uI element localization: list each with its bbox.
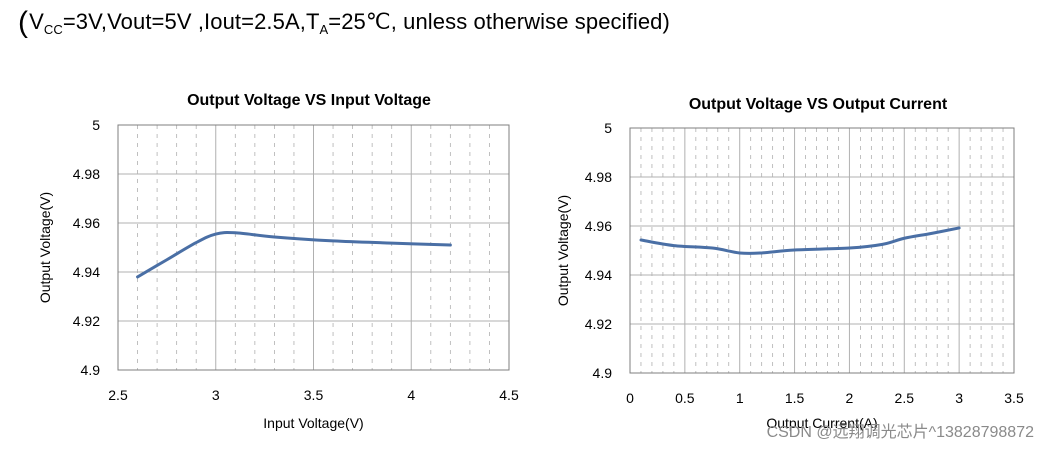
x-tick-label: 1 <box>736 390 744 406</box>
header-conditions-part1: =3V,Vout=5V ,Iout=2.5A,T <box>62 9 320 34</box>
header-v: V <box>29 9 44 34</box>
plot-area-border <box>117 124 510 371</box>
x-tick-label: 2 <box>846 390 854 406</box>
y-tick-label: 4.9 <box>81 362 101 378</box>
x-tick-label: 3.5 <box>1004 390 1024 406</box>
header-ta-subscript: A <box>319 22 329 37</box>
y-axis-label: Output Voltage(V) <box>555 195 571 306</box>
series-line-vout <box>136 231 452 279</box>
x-tick-label: 3.5 <box>304 387 324 403</box>
x-axis-label: Output Current(A) <box>766 415 877 431</box>
y-tick-label: 4.94 <box>73 264 100 280</box>
x-tick-label: 4.5 <box>499 387 519 403</box>
y-tick-label: 4.96 <box>585 218 612 234</box>
x-tick-label: 0.5 <box>675 390 695 406</box>
chart-title: Output Voltage VS Input Voltage <box>187 92 431 109</box>
chart-vout-vs-iout: Output Voltage VS Output Current 4.9 4.92 4… <box>555 96 1024 431</box>
x-tick-label: 3 <box>955 390 963 406</box>
x-tick-label: 1.5 <box>785 390 805 406</box>
x-axis-label: Input Voltage(V) <box>263 415 363 431</box>
test-conditions-header: (VCC=3V,Vout=5V ,Iout=2.5A,TA=25℃, unles… <box>18 6 670 40</box>
y-tick-label: 4.96 <box>73 215 100 231</box>
y-tick-label: 4.98 <box>585 169 612 185</box>
y-axis-label: Output Voltage(V) <box>37 192 53 303</box>
x-tick-label: 2.5 <box>895 390 915 406</box>
csdn-watermark: CSDN @远翔调光芯片^13828798872 <box>766 424 1034 441</box>
x-tick-label: 4 <box>407 387 415 403</box>
y-tick-label: 5 <box>604 120 612 136</box>
x-tick-label: 0 <box>626 390 634 406</box>
chart-vout-vs-vin: Output Voltage VS Input Voltage 4.9 4.92 4.… <box>37 92 519 431</box>
chart-title: Output Voltage VS Output Current <box>689 96 948 113</box>
y-tick-label: 4.92 <box>585 316 612 332</box>
plot-area-border <box>629 127 1015 374</box>
y-tick-label: 4.94 <box>585 267 612 283</box>
header-conditions-part2: =25℃, unless otherwise specified) <box>328 9 670 34</box>
x-tick-label: 3 <box>212 387 220 403</box>
header-vcc-subscript: CC <box>43 22 63 37</box>
y-tick-label: 4.9 <box>593 365 613 381</box>
series-line-vout <box>639 226 961 255</box>
header-open-paren: ( <box>18 6 29 39</box>
y-tick-label: 4.92 <box>73 313 100 329</box>
x-tick-label: 2.5 <box>108 387 128 403</box>
y-tick-label: 4.98 <box>73 166 100 182</box>
y-tick-label: 5 <box>92 117 100 133</box>
